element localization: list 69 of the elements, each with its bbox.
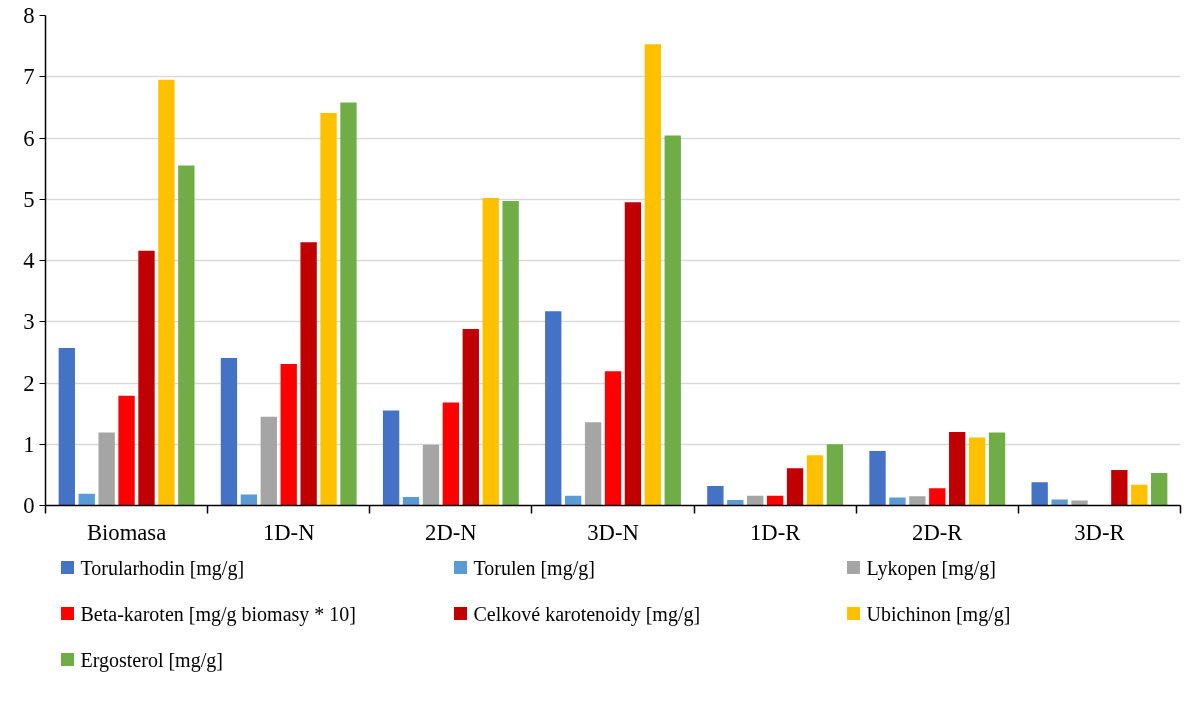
bar xyxy=(442,402,460,506)
bar xyxy=(240,494,258,506)
bar xyxy=(664,135,681,506)
y-tick-label: 7 xyxy=(23,64,35,90)
bar xyxy=(58,348,75,506)
bar xyxy=(786,468,804,506)
y-tick-label: 6 xyxy=(23,125,35,151)
bar xyxy=(889,497,906,506)
y-tick-label: 0 xyxy=(23,493,35,518)
legend-label: Ergosterol [mg/g] xyxy=(80,648,223,672)
bar xyxy=(624,202,642,506)
x-tick-label: 2D-N xyxy=(425,519,477,545)
bar xyxy=(869,450,886,506)
bar xyxy=(158,79,175,506)
bar xyxy=(988,432,1006,506)
bar xyxy=(402,496,420,506)
bar xyxy=(766,495,784,506)
bar xyxy=(604,371,622,506)
x-tick-label: Biomasa xyxy=(86,519,167,545)
bar xyxy=(482,198,499,506)
legend-label: Ubichinon [mg/g] xyxy=(866,602,1011,626)
bar xyxy=(1031,482,1048,506)
y-tick-label: 3 xyxy=(23,309,35,335)
bar xyxy=(909,496,926,506)
y-tick-label: 8 xyxy=(23,3,35,28)
bar xyxy=(545,311,562,506)
bar xyxy=(1051,499,1068,506)
bar xyxy=(826,444,844,506)
y-tick-label: 4 xyxy=(23,248,35,273)
bar xyxy=(949,432,966,506)
x-tick-label: 1D-N xyxy=(262,519,315,545)
bar xyxy=(178,165,195,506)
y-tick-label: 2 xyxy=(23,370,35,396)
bar xyxy=(929,488,946,506)
bar xyxy=(1151,473,1168,506)
bar xyxy=(806,455,824,506)
x-tick-label: 3D-N xyxy=(587,519,639,545)
legend-label: Torularhodin [mg/g] xyxy=(80,556,245,580)
bar xyxy=(78,493,95,506)
x-tick-label: 2D-R xyxy=(912,519,964,545)
bar xyxy=(707,485,724,506)
legend-label: Celkové karotenoidy [mg/g] xyxy=(473,602,701,626)
bar xyxy=(300,242,317,506)
y-tick-label: 5 xyxy=(23,186,35,212)
bar xyxy=(644,44,662,506)
legend-label: Beta-karoten [mg/g biomasy * 10] xyxy=(80,602,356,626)
bar xyxy=(462,329,479,506)
bar xyxy=(1131,484,1148,506)
bar xyxy=(968,437,986,506)
x-tick-label: 1D-R xyxy=(749,519,802,545)
bar xyxy=(260,416,277,506)
bar xyxy=(340,102,357,506)
y-tick-label: 1 xyxy=(23,431,35,457)
bar xyxy=(502,201,519,506)
legend-label: Torulen [mg/g] xyxy=(473,556,595,580)
legend-label: Lykopen [mg/g] xyxy=(866,556,996,580)
bar xyxy=(584,422,602,506)
bar xyxy=(98,432,115,506)
bar xyxy=(564,495,582,506)
bar xyxy=(138,250,155,506)
bar xyxy=(118,395,135,506)
bar xyxy=(280,364,297,506)
bar xyxy=(320,112,337,506)
bar xyxy=(422,444,440,506)
bar xyxy=(220,357,238,506)
x-tick-label: 3D-R xyxy=(1074,519,1126,545)
bar xyxy=(747,495,764,506)
bar xyxy=(382,410,400,506)
bar xyxy=(1111,469,1128,506)
